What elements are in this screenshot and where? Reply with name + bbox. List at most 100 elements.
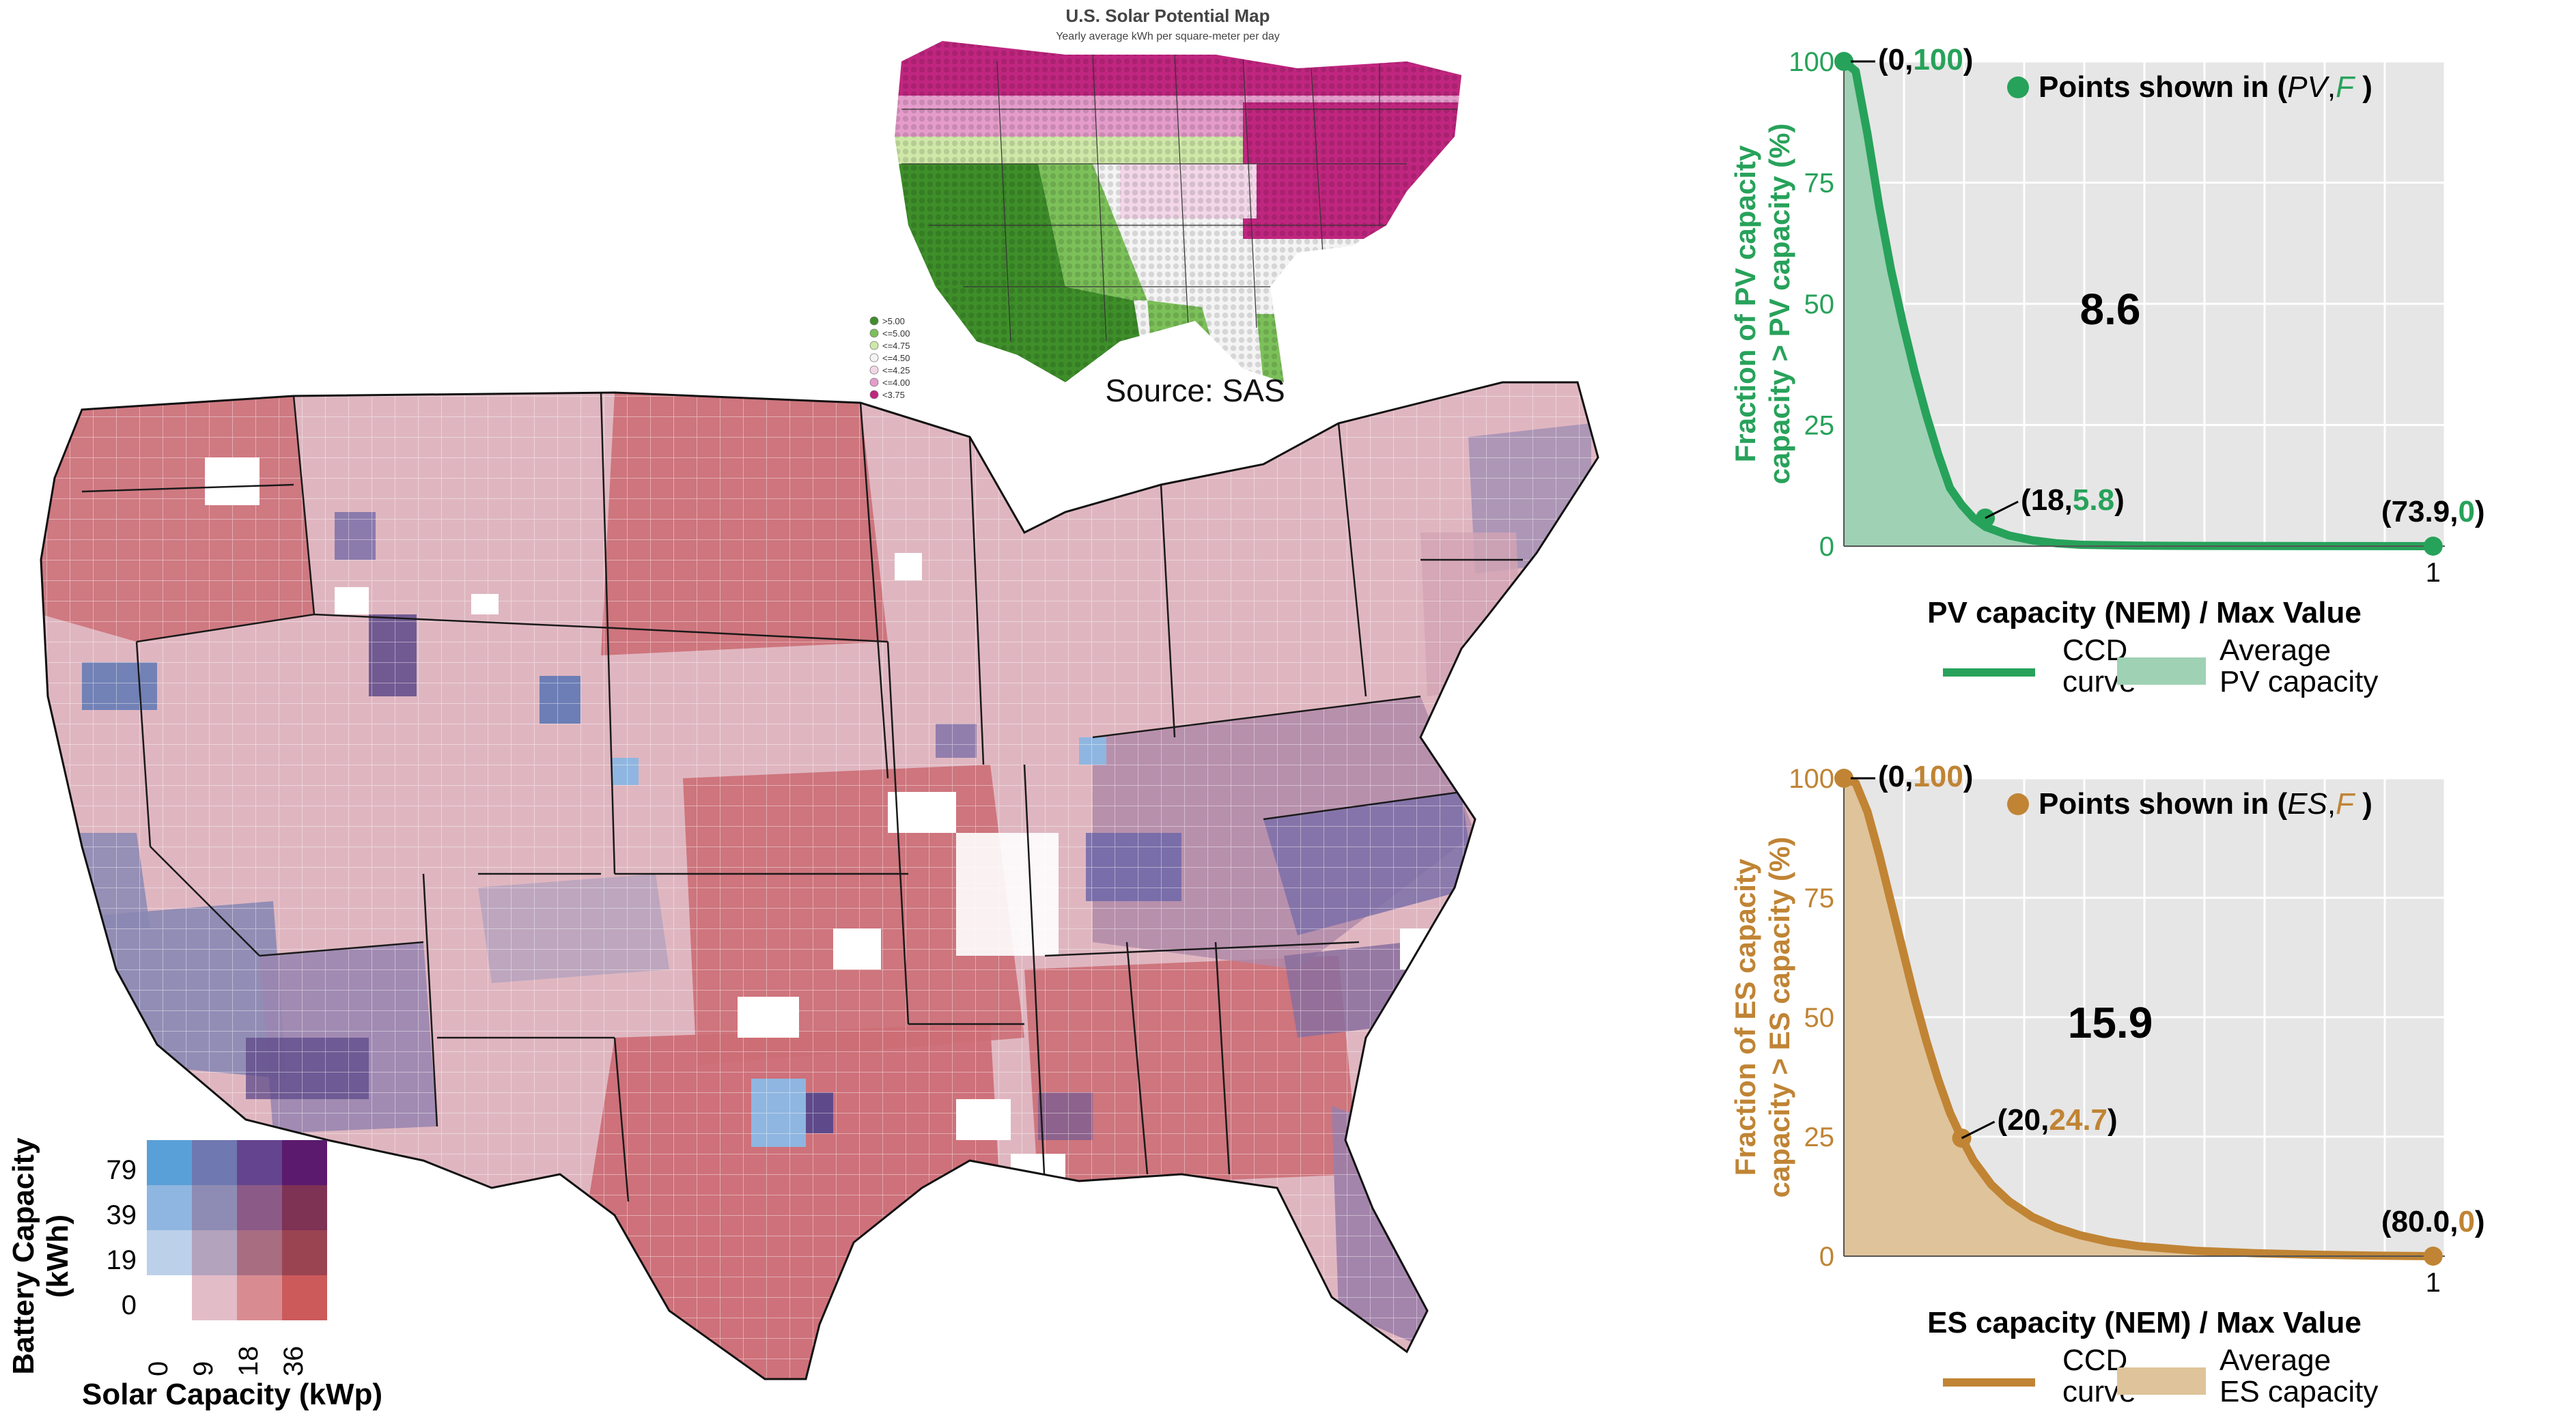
- bivariate-color-grid: [147, 1140, 327, 1320]
- battery-ticks: 0 19 39 79: [82, 1140, 137, 1365]
- es-ccd-chart: 02550751001(0,100)(20,24.7)(80.0,0)Point…: [1729, 760, 2485, 1408]
- point-label-open: (: [2021, 483, 2031, 517]
- legend-point-marker: [2007, 793, 2029, 815]
- point-label-y: 100: [1913, 760, 1963, 793]
- inset-legend-swatch: [869, 316, 879, 326]
- point-label-x: 73.9: [2392, 495, 2450, 528]
- ccd-curve: [1842, 774, 2433, 1260]
- bivariate-cell: [147, 1185, 192, 1230]
- legend-point-x: ES: [2287, 787, 2327, 821]
- legend-area-label: Average: [2220, 1344, 2331, 1377]
- legend-point-suffix: ): [2354, 787, 2372, 821]
- y-tick-label: 0: [1819, 532, 1834, 562]
- y-tick-label: 75: [1804, 883, 1835, 913]
- battery-tick: 19: [106, 1245, 137, 1275]
- bivariate-cell: [147, 1140, 192, 1185]
- bivariate-cell: [237, 1140, 282, 1185]
- inset-source: Source: SAS: [1105, 373, 1285, 408]
- average-capacity-value: 8.6: [2080, 285, 2141, 334]
- legend-point-suffix: ): [2354, 70, 2372, 104]
- point-label: (80.0,0): [2381, 1205, 2485, 1238]
- x-tick-label: 1: [2426, 1268, 2441, 1298]
- legend-point-x: PV: [2287, 70, 2329, 104]
- legend-curve-label: CCD: [2062, 1344, 2127, 1377]
- legend-point-marker: [2007, 76, 2029, 98]
- point-label: (0,100): [1878, 43, 1973, 76]
- point-label-close: ): [2475, 495, 2485, 528]
- inset-legend-swatch: [869, 390, 879, 399]
- point-label-y: 100: [1913, 43, 1963, 76]
- point-label: (20,24.7): [1998, 1103, 2118, 1137]
- inset-legend-label: >5.00: [882, 316, 905, 326]
- point-label-close: ): [1963, 43, 1974, 76]
- point-label-open: (: [2381, 495, 2392, 528]
- legend-point-comma: ,: [2327, 787, 2336, 821]
- point-label-sep: ,: [2450, 1205, 2458, 1238]
- point-label-close: ): [2108, 1103, 2118, 1137]
- point-label-close: ): [1963, 760, 1974, 793]
- bivariate-cell: [237, 1275, 282, 1320]
- battery-tick: 39: [106, 1200, 137, 1230]
- inset-subtitle: Yearly average kWh per square-meter per …: [1056, 31, 1280, 42]
- y-axis-title-line1: Fraction of ES capacity: [1729, 858, 1761, 1176]
- highlight-point: [1834, 769, 1853, 788]
- inset-legend-swatch: [869, 341, 879, 350]
- legend-point-comma: ,: [2327, 70, 2336, 104]
- x-axis-title: ES capacity (NEM) / Max Value: [1927, 1306, 2362, 1339]
- legend-area-label: PV capacity: [2220, 665, 2378, 698]
- bivariate-cell: [282, 1140, 327, 1185]
- y-tick-label: 50: [1804, 289, 1835, 320]
- point-label-x: 80.0: [2392, 1205, 2450, 1238]
- point-label-x: 20: [2007, 1103, 2041, 1137]
- solar-axis-title: Solar Capacity (kWp): [82, 1378, 383, 1411]
- point-label-sep: ,: [1905, 43, 1913, 76]
- inset-legend: >5.00 <=5.00 <=4.75 <=4.50 <=4.25 <=4.00 <3.75: [869, 316, 910, 400]
- point-label-y: 24.7: [2049, 1103, 2108, 1137]
- y-tick-label: 50: [1804, 1003, 1835, 1033]
- point-leader: [1985, 500, 2019, 520]
- bivariate-cell: [192, 1140, 237, 1185]
- inset-legend-swatch: [869, 328, 879, 338]
- y-tick-label: 100: [1789, 47, 1834, 77]
- point-label-sep: ,: [1905, 760, 1913, 793]
- bivariate-cell: [237, 1230, 282, 1275]
- point-label-close: ): [2475, 1205, 2485, 1238]
- bivariate-cell: [192, 1230, 237, 1275]
- point-label: (73.9,0): [2381, 495, 2485, 528]
- y-axis-title-line2: capacity > PV capacity (%): [1763, 124, 1795, 485]
- point-label-open: (: [1878, 43, 1888, 76]
- x-axis-title: PV capacity (NEM) / Max Value: [1927, 596, 2362, 629]
- bivariate-cell: [192, 1275, 237, 1320]
- legend-point-prefix: Points shown in (: [2039, 787, 2288, 821]
- legend-point-y: F: [2336, 787, 2355, 821]
- point-label-close: ): [2114, 483, 2125, 517]
- point-label-y: 0: [2458, 495, 2474, 528]
- bivariate-legend: Battery Capacity (kWh) 0 19 39 79 0 9 18 36 So…: [7, 1092, 389, 1413]
- bivariate-cell: [147, 1230, 192, 1275]
- point-label-sep: ,: [2064, 483, 2073, 517]
- battery-axis-title: Battery Capacity (kWh): [7, 1137, 74, 1375]
- legend-area-label: Average: [2220, 634, 2331, 667]
- inset-state-borders: [901, 54, 1461, 342]
- legend-curve-label: CCD: [2062, 634, 2127, 667]
- legend-point-text: Points shown in (PV,F ): [2039, 70, 2372, 104]
- average-capacity-area: [1844, 778, 2433, 1256]
- solar-tick: 0: [143, 1361, 173, 1376]
- point-label-x: 18: [2031, 483, 2064, 517]
- bivariate-cell: [192, 1185, 237, 1230]
- bivariate-cell: [282, 1230, 327, 1275]
- bivariate-cell: [282, 1185, 327, 1230]
- ccd-curve: [1841, 58, 2433, 550]
- state-borders: [81, 392, 1523, 1202]
- inset-legend-swatch: [869, 378, 879, 387]
- inset-legend-label: <=4.25: [882, 365, 910, 375]
- battery-tick: 0: [121, 1290, 137, 1320]
- legend-point-prefix: Points shown in (: [2039, 70, 2288, 104]
- point-label: (0,100): [1878, 760, 1973, 793]
- x-tick-label: 1: [2426, 558, 2441, 588]
- inset-legend-swatch: [869, 353, 879, 363]
- solar-potential-inset-map: U.S. Solar Potential Map Yearly average …: [869, 5, 1461, 408]
- y-tick-label: 25: [1804, 1122, 1835, 1152]
- bivariate-cell: [147, 1275, 192, 1320]
- inset-legend-label: <=4.75: [882, 341, 910, 351]
